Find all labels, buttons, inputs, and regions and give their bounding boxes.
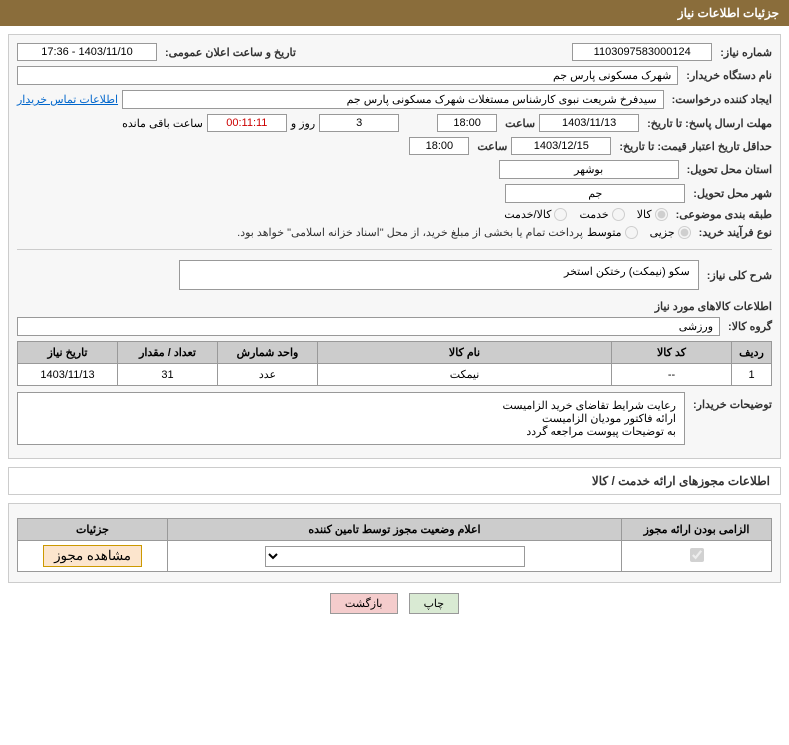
status-dropdown[interactable] (265, 546, 525, 567)
td-mandatory (622, 541, 772, 572)
td-row: 1 (732, 364, 772, 386)
announce-value: 1403/11/10 - 17:36 (17, 43, 157, 61)
th-date: تاریخ نیاز (18, 342, 118, 364)
need-number-label: شماره نیاز: (716, 46, 772, 59)
category-label: طبقه بندی موضوعی: (672, 208, 772, 221)
note-line1: رعایت شرایط تقاضای خرید الزامیست (26, 399, 676, 412)
time-label-2: ساعت (473, 140, 507, 153)
remaining-days: 3 (319, 114, 399, 132)
process-label: نوع فرآیند خرید: (695, 226, 772, 239)
permit-header-row: الزامی بودن ارائه مجوز اعلام وضعیت مجوز … (18, 519, 772, 541)
back-button[interactable]: بازگشت (330, 593, 398, 614)
permit-box: الزامی بودن ارائه مجوز اعلام وضعیت مجوز … (8, 503, 781, 583)
category-row: طبقه بندی موضوعی: کالا خدمت کالا/خدمت (17, 208, 772, 221)
table-row: 1 -- نیمکت عدد 31 1403/11/13 (18, 364, 772, 386)
group-label: گروه کالا: (724, 320, 772, 333)
th-unit: واحد شمارش (218, 342, 318, 364)
day-and-label: روز و (291, 117, 315, 130)
city-value: جم (505, 184, 685, 203)
remaining-time: 00:11:11 (207, 114, 287, 132)
province-value: بوشهر (499, 160, 679, 179)
goods-table: ردیف کد کالا نام کالا واحد شمارش تعداد /… (17, 341, 772, 386)
main-container: شماره نیاز: 1103097583000124 تاریخ و ساع… (8, 34, 781, 459)
requester-label: ایجاد کننده درخواست: (668, 93, 772, 106)
requester-row: ایجاد کننده درخواست: سیدفرخ شریعت نبوی ک… (17, 90, 772, 109)
radio-both[interactable]: کالا/خدمت (504, 208, 567, 221)
time-label-1: ساعت (501, 117, 535, 130)
buyer-org-row: نام دستگاه خریدار: شهرک مسکونی پارس جم (17, 66, 772, 85)
deadline-label: مهلت ارسال پاسخ: تا تاریخ: (643, 117, 772, 130)
category-radios: کالا خدمت کالا/خدمت (504, 208, 667, 221)
th-row: ردیف (732, 342, 772, 364)
buyer-notes-box: رعایت شرایط تقاضای خرید الزامیست ارائه ف… (17, 392, 685, 445)
td-details: مشاهده مجوز (18, 541, 168, 572)
th-qty: تعداد / مقدار (118, 342, 218, 364)
goods-info-title: اطلاعات کالاهای مورد نیاز (17, 300, 772, 313)
radio-service[interactable]: خدمت (579, 208, 624, 221)
th-name: نام کالا (318, 342, 612, 364)
process-row: نوع فرآیند خرید: جزیی متوسط پرداخت تمام … (17, 226, 772, 239)
need-number-row: شماره نیاز: 1103097583000124 تاریخ و ساع… (17, 43, 772, 61)
note-line3: به توضیحات پیوست مراجعه گردد (26, 425, 676, 438)
mandatory-checkbox (690, 548, 704, 562)
group-value: ورزشی (17, 317, 720, 336)
remaining-label: ساعت باقی مانده (122, 117, 203, 130)
radio-medium[interactable]: متوسط (587, 226, 638, 239)
deadline-row: مهلت ارسال پاسخ: تا تاریخ: 1403/11/13 سا… (17, 114, 772, 132)
buyer-org-label: نام دستگاه خریدار: (682, 69, 772, 82)
deadline-time: 18:00 (437, 114, 497, 132)
button-row: چاپ بازگشت (0, 593, 789, 614)
need-number-value: 1103097583000124 (572, 43, 712, 61)
note-line2: ارائه فاکتور مودیان الزامیست (26, 412, 676, 425)
td-date: 1403/11/13 (18, 364, 118, 386)
validity-time: 18:00 (409, 137, 469, 155)
td-qty: 31 (118, 364, 218, 386)
buyer-notes-label: توضیحات خریدار: (689, 392, 772, 411)
city-label: شهر محل تحویل: (689, 187, 772, 200)
desc-label: شرح کلی نیاز: (703, 269, 772, 282)
buyer-org-value: شهرک مسکونی پارس جم (17, 66, 678, 85)
permit-header: اطلاعات مجوزهای ارائه خدمت / کالا (8, 467, 781, 495)
process-note: پرداخت تمام یا بخشی از مبلغ خرید، از محل… (237, 226, 583, 239)
td-code: -- (612, 364, 732, 386)
announce-label: تاریخ و ساعت اعلان عمومی: (161, 46, 296, 59)
buyer-notes-row: توضیحات خریدار: رعایت شرایط تقاضای خرید … (17, 392, 772, 445)
td-name: نیمکت (318, 364, 612, 386)
contact-link[interactable]: اطلاعات تماس خریدار (17, 93, 118, 106)
province-label: استان محل تحویل: (683, 163, 772, 176)
radio-partial[interactable]: جزیی (650, 226, 691, 239)
group-row: گروه کالا: ورزشی (17, 317, 772, 336)
requester-value: سیدفرخ شریعت نبوی کارشناس مستغلات شهرک م… (122, 90, 664, 109)
page-header: جزئیات اطلاعات نیاز (0, 0, 789, 26)
validity-row: حداقل تاریخ اعتبار قیمت: تا تاریخ: 1403/… (17, 137, 772, 155)
print-button[interactable]: چاپ (409, 593, 460, 614)
table-header-row: ردیف کد کالا نام کالا واحد شمارش تعداد /… (18, 342, 772, 364)
permit-row: مشاهده مجوز (18, 541, 772, 572)
deadline-date: 1403/11/13 (539, 114, 639, 132)
th-mandatory: الزامی بودن ارائه مجوز (622, 519, 772, 541)
view-permit-button[interactable]: مشاهده مجوز (43, 545, 142, 567)
province-row: استان محل تحویل: بوشهر (17, 160, 772, 179)
validity-label: حداقل تاریخ اعتبار قیمت: تا تاریخ: (615, 140, 772, 153)
radio-goods[interactable]: کالا (637, 208, 668, 221)
th-details: جزئیات (18, 519, 168, 541)
th-status: اعلام وضعیت مجوز توسط تامین کننده (168, 519, 622, 541)
th-code: کد کالا (612, 342, 732, 364)
permit-table: الزامی بودن ارائه مجوز اعلام وضعیت مجوز … (17, 518, 772, 572)
desc-value: سکو (نیمکت) رختکن استخر (179, 260, 699, 290)
process-radios: جزیی متوسط (587, 226, 691, 239)
desc-row: شرح کلی نیاز: سکو (نیمکت) رختکن استخر (17, 260, 772, 290)
validity-date: 1403/12/15 (511, 137, 611, 155)
td-status (168, 541, 622, 572)
city-row: شهر محل تحویل: جم (17, 184, 772, 203)
td-unit: عدد (218, 364, 318, 386)
